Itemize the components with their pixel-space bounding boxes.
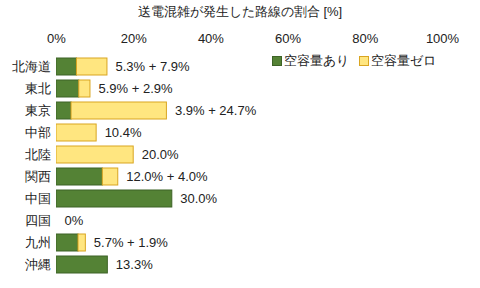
svg-text:40%: 40% (198, 31, 224, 46)
svg-text:60%: 60% (275, 31, 301, 46)
svg-text:5.7% + 1.9%: 5.7% + 1.9% (94, 235, 169, 250)
svg-text:12.0% + 4.0%: 12.0% + 4.0% (126, 169, 208, 184)
html-text:空容量ゼロ: 空容量ゼロ (371, 53, 436, 68)
svg-text:5.9% + 2.9%: 5.9% + 2.9% (98, 81, 173, 96)
svg-text:関西: 関西 (25, 169, 51, 184)
svg-text:四国: 四国 (25, 213, 51, 228)
svg-text:0%: 0% (47, 31, 66, 46)
svg-text:北海道: 北海道 (12, 59, 51, 74)
svg-text:北陸: 北陸 (25, 147, 51, 162)
svg-text:13.3%: 13.3% (116, 257, 153, 272)
svg-text:20.0%: 20.0% (142, 147, 179, 162)
html-text:空容量あり: 空容量あり (284, 53, 349, 68)
svg-text:東北: 東北 (25, 81, 51, 96)
svg-text:九州: 九州 (25, 235, 51, 250)
html-text:送電混雑が発生した路線の割合 [%]: 送電混雑が発生した路線の割合 [%] (137, 4, 343, 19)
svg-text:東京: 東京 (25, 103, 51, 118)
svg-text:100%: 100% (426, 31, 460, 46)
svg-text:20%: 20% (121, 31, 147, 46)
svg-text:30.0%: 30.0% (180, 191, 217, 206)
svg-text:沖縄: 沖縄 (25, 257, 51, 272)
svg-text:中部: 中部 (25, 125, 51, 140)
svg-text:0%: 0% (65, 213, 84, 228)
svg-text:10.4%: 10.4% (105, 125, 142, 140)
svg-text:中国: 中国 (25, 191, 51, 206)
svg-text:80%: 80% (352, 31, 378, 46)
svg-text:3.9% + 24.7%: 3.9% + 24.7% (175, 103, 257, 118)
svg-text:5.3% + 7.9%: 5.3% + 7.9% (115, 59, 190, 74)
